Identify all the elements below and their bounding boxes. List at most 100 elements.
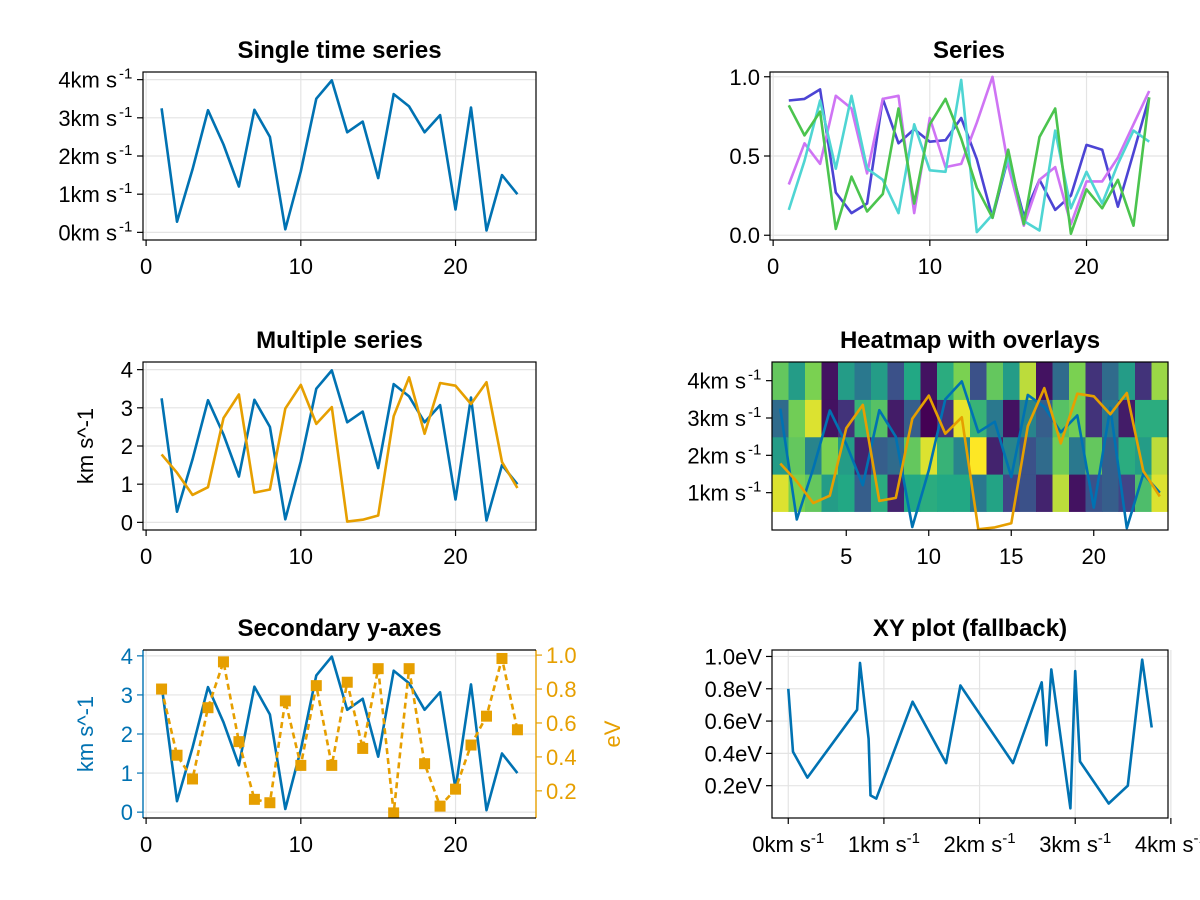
y-tick-exponent: -1 (119, 66, 132, 83)
y-tick-label: 1 (121, 472, 133, 497)
right-y-tick-label: 0.4 (546, 745, 577, 770)
heatmap-cell (854, 474, 872, 512)
series-marker (233, 736, 245, 748)
series-line-dashed (160, 656, 519, 814)
y-tick-label: 2 (121, 722, 133, 747)
heatmap-cell (805, 474, 823, 512)
series-line-series-1 (787, 658, 1153, 810)
heatmap-cell (904, 362, 922, 400)
x-tick-label: 0 (140, 832, 152, 857)
y-tick-label: 1 (121, 761, 133, 786)
x-tick-label: 20 (443, 254, 467, 279)
series-marker (341, 676, 353, 688)
heatmap-cell (953, 474, 971, 512)
heatmap-cell (1036, 474, 1054, 512)
heatmap-cell (821, 436, 839, 475)
y-tick-label: 0.4eV (705, 741, 763, 766)
heatmap-cell (788, 399, 806, 438)
y-tick-label: 4 (121, 358, 133, 383)
y-tick-label: 3 (121, 683, 133, 708)
panel-multiple: Multiple series 0 10 20 0 1 2 3 4 km s^-1 (73, 327, 537, 569)
series-marker (248, 793, 260, 805)
y-tick-label: 2 (121, 434, 133, 459)
right-y-tick-label: 0.6 (546, 711, 577, 736)
heatmap-cell (986, 436, 1004, 475)
chart-title: XY plot (fallback) (873, 615, 1067, 642)
y-tick-label: 0 (121, 800, 133, 825)
heatmap-cell (1003, 399, 1021, 438)
x-tick-label: 10 (917, 544, 941, 569)
y-tick-label: 0.8eV (705, 677, 763, 702)
heatmap-cell (1052, 474, 1070, 512)
x-tick-label: 3km s-1 (1039, 830, 1111, 857)
y-axis-label: km s^-1 (73, 696, 98, 772)
series-marker (403, 663, 415, 675)
chart-title: Heatmap with overlays (840, 327, 1100, 354)
heatmap-cell (1019, 474, 1037, 512)
series-marker (434, 800, 446, 812)
heatmap-cell (904, 436, 922, 475)
panel-secondary: Secondary y-axes 0.2 0.4 0.6 0.8 1.0 eV 0 10 20 0 1… (73, 615, 625, 857)
y-tick-label: 1km s (58, 182, 117, 207)
series-marker (511, 724, 523, 736)
series-marker (156, 683, 168, 695)
series-marker (171, 749, 183, 761)
x-tick-label: 5 (840, 544, 852, 569)
heatmap-cell (788, 436, 806, 475)
heatmap-cell (1019, 362, 1037, 400)
series-marker (496, 652, 508, 664)
x-tick-label: 0 (140, 254, 152, 279)
heatmap-cell (1135, 399, 1153, 438)
x-tick-label: 10 (918, 254, 942, 279)
plot-frame (771, 649, 1169, 819)
heatmap-cell (805, 399, 823, 438)
panel-xy: XY plot (fallback) 0km s-1 1km s-1 2km s-1 3… (705, 615, 1200, 857)
y-tick-exponent: -1 (748, 441, 761, 458)
heatmap-cell (986, 474, 1004, 512)
x-tick-label: 0km s-1 (752, 830, 824, 857)
series-line-series-1 (160, 655, 519, 812)
series-marker (279, 695, 291, 707)
heatmap-cell (854, 362, 872, 400)
series-marker (450, 783, 462, 795)
y-tick-label: 4 (121, 644, 133, 669)
heatmap-cell (1118, 362, 1136, 400)
heatmap-cell (1003, 362, 1021, 400)
heatmap-cell (1036, 362, 1054, 400)
x-tick-label: 0 (140, 544, 152, 569)
x-tick-label: 0 (767, 254, 779, 279)
heatmap-cell (887, 362, 905, 400)
heatmap-cell (937, 362, 955, 400)
heatmap-cell (1052, 362, 1070, 400)
heatmap-cell (838, 362, 856, 400)
series-line-series-4 (787, 97, 1151, 235)
heatmap-cell (772, 474, 790, 512)
y-tick-label: 2km s (58, 144, 117, 169)
series-marker (388, 807, 400, 819)
heatmap-cell (920, 362, 938, 400)
heatmap-cell (838, 474, 856, 512)
right-y-axis-label: eV (600, 720, 625, 747)
y-tick-label: 0.6eV (705, 709, 763, 734)
heatmap-cell (1085, 436, 1103, 475)
heatmap-cell (1069, 474, 1087, 512)
heatmap-cell (1151, 362, 1169, 400)
heatmap-cell (1052, 436, 1070, 475)
series-marker (295, 759, 307, 771)
heatmap-cell (788, 362, 806, 400)
y-tick-exponent: -1 (119, 142, 132, 159)
heatmap-cell (821, 362, 839, 400)
y-tick-label: 4km s (58, 68, 117, 93)
y-tick-label: 2km s (687, 443, 746, 468)
y-tick-exponent: -1 (119, 104, 132, 121)
x-tick-label: 10 (289, 544, 313, 569)
y-tick-label: 0.2eV (705, 774, 763, 799)
series-marker (465, 739, 477, 751)
heatmap-cell (1151, 399, 1169, 438)
series-marker (310, 680, 322, 692)
heatmap-cell (970, 362, 988, 400)
x-tick-label: 1km s-1 (848, 830, 920, 857)
